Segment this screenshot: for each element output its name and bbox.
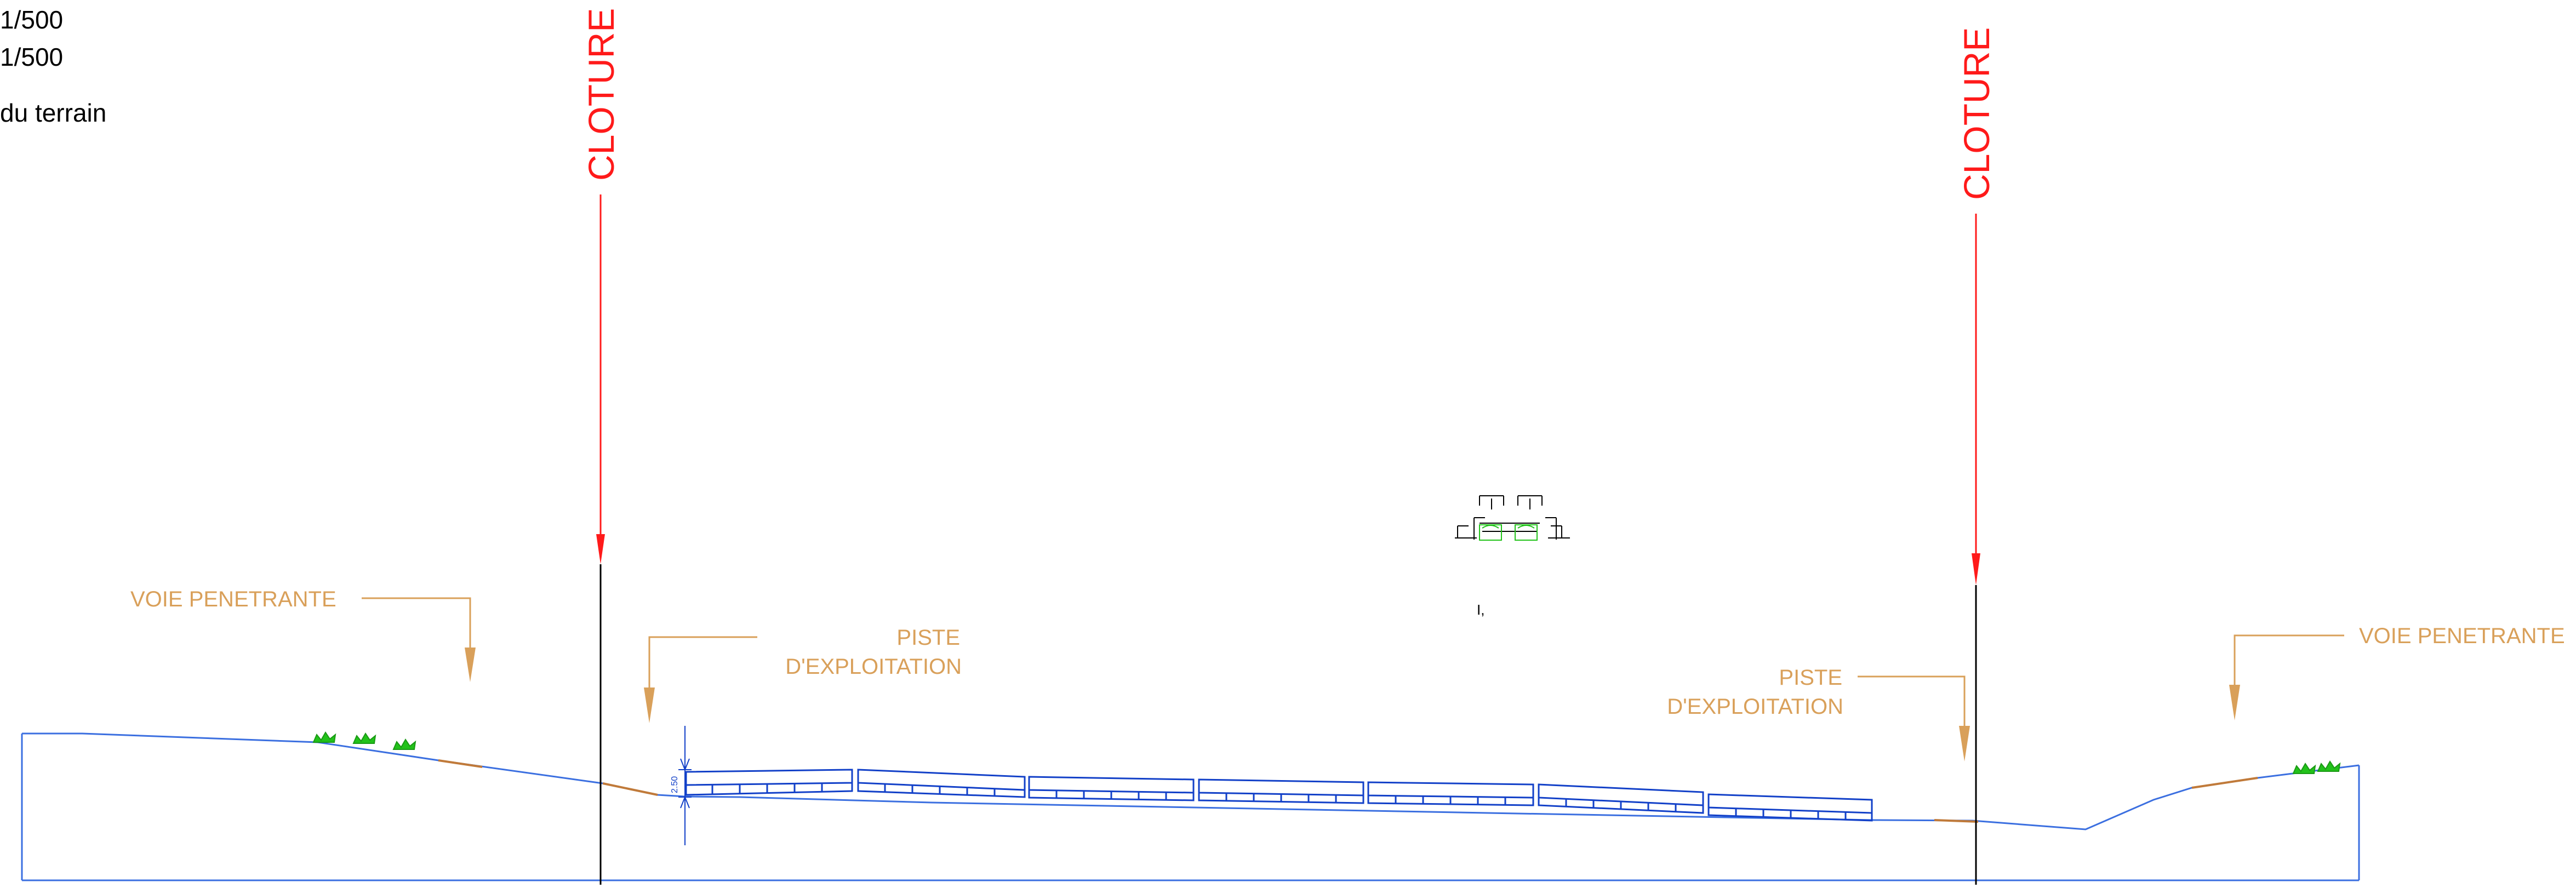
shrub-icon xyxy=(312,731,336,743)
annotation-voie-left: VOIE PENETRANTE xyxy=(130,587,476,682)
fence-right-arrowhead xyxy=(1972,553,1980,585)
piste-left-arrowhead xyxy=(644,688,655,723)
piste-right-line1: PISTE xyxy=(1779,666,1842,690)
terrain-profile xyxy=(21,732,2360,881)
detail-green-trace xyxy=(1482,525,1535,529)
detail-marker-text: I, xyxy=(1477,601,1484,618)
vegetation-group xyxy=(312,731,2341,774)
scale-horizontal-text: 1/500 xyxy=(0,5,63,34)
shrub-icon xyxy=(352,732,376,744)
annotation-voie-right: VOIE PENETRANTE xyxy=(2229,624,2565,720)
panel-height-dimension xyxy=(678,726,692,845)
terrain-line xyxy=(22,732,2360,830)
panel-legs xyxy=(1225,793,1337,803)
road-segment-right-piste xyxy=(1934,819,1979,823)
dimension-arrow-bottom xyxy=(680,795,690,809)
panel-height-label: 2.50 xyxy=(670,776,679,793)
annotation-piste-left: PISTE D'EXPLOITATION xyxy=(644,626,962,723)
panel-legs xyxy=(1055,790,1167,800)
scale-vertical-text: 1/500 xyxy=(0,43,63,71)
detail-dims xyxy=(1480,499,1540,532)
cloture-left-label: CLOTURE xyxy=(581,8,621,181)
panel-top xyxy=(857,769,1026,791)
panel-top xyxy=(685,769,853,786)
panel-table xyxy=(857,769,1026,798)
panel-top xyxy=(1707,793,1873,814)
solar-panel-rows xyxy=(685,769,1873,822)
fence-left-arrowhead xyxy=(596,534,605,564)
fence-right: CLOTURE xyxy=(1956,27,1997,885)
piste-right-line2: D'EXPLOITATION xyxy=(1667,695,1843,719)
panel-top xyxy=(1198,778,1364,797)
panel-table xyxy=(685,769,853,796)
voie-right-label: VOIE PENETRANTE xyxy=(2359,624,2565,648)
road-segment-right xyxy=(2191,777,2258,789)
detail-frame-right xyxy=(1517,495,1570,540)
panel-table xyxy=(1538,783,1704,814)
voie-right-arrowhead xyxy=(2229,685,2240,720)
voie-left-arrowhead xyxy=(465,648,476,682)
piste-right-leader xyxy=(1858,675,1966,734)
piste-left-line2: D'EXPLOITATION xyxy=(785,655,962,679)
panel-top xyxy=(1367,781,1534,799)
voie-left-leader xyxy=(362,597,471,657)
shrub-icon xyxy=(392,738,416,750)
panel-support xyxy=(685,783,853,796)
panel-legs xyxy=(1395,796,1506,805)
fence-left: CLOTURE xyxy=(581,8,621,885)
panel-support xyxy=(857,783,1026,798)
road-segment-left-piste xyxy=(602,782,658,796)
detail-block xyxy=(1455,495,1570,540)
shrub-icon xyxy=(2317,760,2341,772)
piste-left-line1: PISTE xyxy=(896,626,960,650)
panel-legs xyxy=(1565,799,1677,812)
terrain-label-text: du terrain xyxy=(0,99,106,127)
piste-left-leader xyxy=(648,636,757,696)
panel-table xyxy=(1707,793,1873,822)
panel-legs xyxy=(1735,809,1847,820)
panel-legs xyxy=(884,784,996,797)
road-segment-left xyxy=(438,759,483,768)
panel-table xyxy=(1028,776,1195,801)
detail-frame-left xyxy=(1455,495,1504,540)
panel-legs xyxy=(711,783,823,794)
voie-right-leader xyxy=(2234,634,2344,693)
cloture-right-label: CLOTURE xyxy=(1956,27,1997,200)
panel-table xyxy=(1198,778,1364,804)
detail-green-shapes xyxy=(1479,524,1538,541)
shrub-icon xyxy=(2292,763,2316,774)
panel-top xyxy=(1028,776,1195,794)
annotation-piste-right: PISTE D'EXPLOITATION xyxy=(1667,666,1970,761)
panel-table xyxy=(1367,781,1534,806)
piste-right-arrowhead xyxy=(1959,726,1970,761)
voie-left-label: VOIE PENETRANTE xyxy=(130,587,336,611)
dimension-arrow-top xyxy=(680,758,690,771)
